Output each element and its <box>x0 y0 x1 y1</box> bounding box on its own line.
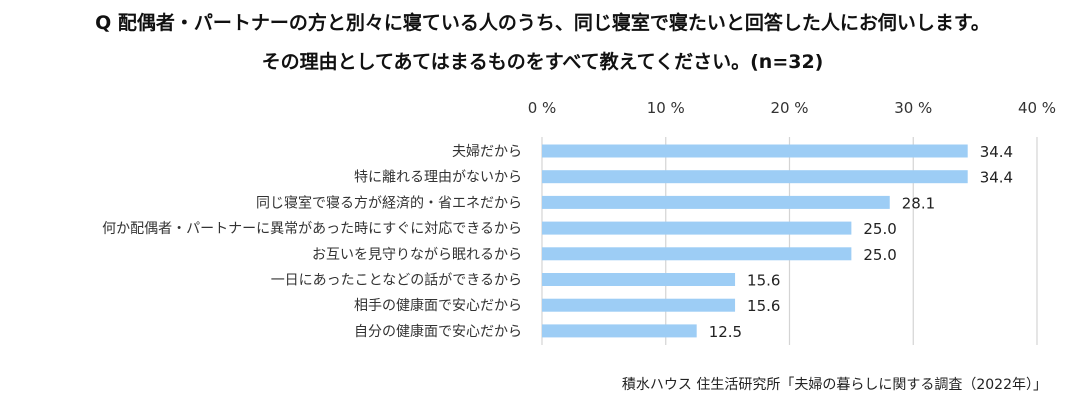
bar <box>542 221 852 235</box>
category-label: お互いを見守りながら眠れるから <box>312 247 522 263</box>
data-label: 25.0 <box>863 220 896 238</box>
category-label: 特に離れる理由がないから <box>354 169 522 186</box>
bar <box>542 144 968 158</box>
x-tick-label: 40 % <box>1018 99 1056 117</box>
data-label: 15.6 <box>747 297 780 315</box>
category-label: 夫婦だから <box>452 143 522 160</box>
category-label: 相手の健康面で安心だから <box>354 297 522 314</box>
bar <box>542 298 736 312</box>
x-tick-label: 10 % <box>647 99 685 117</box>
data-label: 15.6 <box>747 272 780 290</box>
category-label: 一日にあったことなどの話ができるから <box>271 272 522 289</box>
x-tick-label: 30 % <box>894 99 932 117</box>
bar <box>542 324 697 338</box>
data-label: 25.0 <box>863 246 896 264</box>
data-label: 28.1 <box>902 194 935 212</box>
category-label: 同じ寝室で寝る方が経済的・省エネだから <box>256 194 522 211</box>
category-label: 自分の健康面で安心だから <box>354 323 522 340</box>
source-note: 積水ハウス 住生活研究所「夫婦の暮らしに関する調査（2022年）」 <box>621 377 1047 393</box>
data-label: 34.4 <box>980 169 1013 187</box>
bar <box>542 170 968 184</box>
chart-title-line1: Q 配偶者・パートナーの方と別々に寝ている人のうち、同じ寝室で寝たいと回答した人… <box>95 12 990 34</box>
data-label: 12.5 <box>709 323 742 341</box>
chart-title-line2: その理由としてあてはまるものをすべて教えてください。(n=32) <box>261 51 824 73</box>
category-label: 何か配偶者・パートナーに異常があった時にすぐに対応できるから <box>102 221 522 237</box>
x-tick-label: 0 % <box>528 99 557 117</box>
x-tick-label: 20 % <box>770 99 808 117</box>
bar <box>542 273 736 286</box>
bar <box>542 247 852 261</box>
data-label: 34.4 <box>980 143 1013 161</box>
bar <box>542 195 890 209</box>
